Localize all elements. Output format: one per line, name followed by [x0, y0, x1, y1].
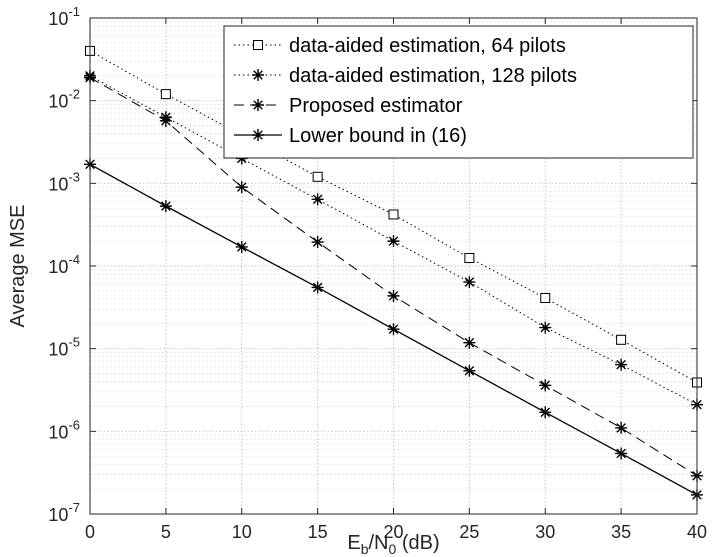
data-point — [311, 236, 324, 249]
legend-item: data-aided estimation, 128 pilots — [234, 65, 577, 87]
data-point — [615, 447, 628, 460]
data-point — [615, 358, 628, 371]
x-tick-label: 40 — [687, 522, 707, 542]
x-tick-label: 15 — [308, 522, 328, 542]
y-tick-label: 10-7 — [48, 500, 80, 525]
legend-label: data-aided estimation, 128 pilots — [289, 65, 577, 87]
y-tick-label: 10-3 — [48, 169, 80, 194]
data-point — [540, 293, 551, 304]
legend-marker — [252, 99, 264, 111]
data-point — [388, 209, 399, 220]
legend-marker — [253, 40, 263, 50]
x-tick-label: 25 — [459, 522, 479, 542]
x-tick-label: 0 — [85, 522, 95, 542]
data-point — [539, 406, 552, 419]
y-tick-label: 10-4 — [48, 252, 80, 277]
data-point — [463, 336, 476, 349]
data-point — [235, 181, 248, 194]
data-point — [311, 193, 324, 206]
data-point — [312, 171, 323, 182]
y-axis-label: Average MSE — [7, 204, 29, 327]
data-point — [159, 200, 172, 213]
data-point — [160, 89, 171, 100]
data-point — [615, 421, 628, 434]
x-axis-label-sub-b: b — [361, 541, 369, 557]
data-point — [616, 334, 627, 345]
legend-label: Proposed estimator — [289, 95, 463, 117]
data-point — [387, 235, 400, 248]
data-point — [463, 276, 476, 289]
legend-item: Lower bound in (16) — [234, 125, 467, 147]
data-point — [387, 289, 400, 302]
legend-item: data-aided estimation, 64 pilots — [234, 35, 566, 57]
x-tick-label: 30 — [535, 522, 555, 542]
x-tick-label: 10 — [232, 522, 252, 542]
data-point — [464, 252, 475, 263]
data-point — [539, 321, 552, 334]
x-axis-label-n: /N — [369, 532, 389, 554]
y-tick-label: 10-1 — [48, 4, 80, 29]
legend-label: Lower bound in (16) — [289, 125, 467, 147]
series-line — [89, 75, 698, 406]
x-tick-label: 35 — [611, 522, 631, 542]
legend: data-aided estimation, 64 pilots data-aid… — [223, 25, 694, 159]
legend-marker — [252, 69, 264, 81]
minor-grid — [90, 21, 697, 490]
y-tick-label: 10-2 — [48, 87, 80, 112]
data-point — [463, 364, 476, 377]
x-axis-label-unit: (dB) — [396, 532, 439, 554]
x-axis-label-e: E — [347, 532, 360, 554]
legend-marker — [252, 129, 264, 141]
legend-label: data-aided estimation, 64 pilots — [289, 35, 566, 57]
legend-item: Proposed estimator — [234, 95, 463, 117]
axis-ticks: 0 5 10 15 20 25 30 35 40 10-7 10-6 10-5 10-4 10-3 10-2… — [48, 4, 707, 542]
x-tick-label: 5 — [161, 522, 171, 542]
x-axis-label-sub-0: 0 — [389, 541, 397, 557]
data-point — [387, 323, 400, 336]
x-tick-label: 20 — [383, 522, 403, 542]
legend-box — [223, 25, 694, 159]
data-point — [159, 114, 172, 127]
data-point — [235, 240, 248, 253]
y-tick-label: 10-6 — [48, 417, 80, 442]
x-axis-label: Eb/N0 (dB) — [347, 532, 439, 557]
data-point — [539, 379, 552, 392]
y-tick-label: 10-5 — [48, 335, 80, 360]
data-point — [311, 281, 324, 294]
